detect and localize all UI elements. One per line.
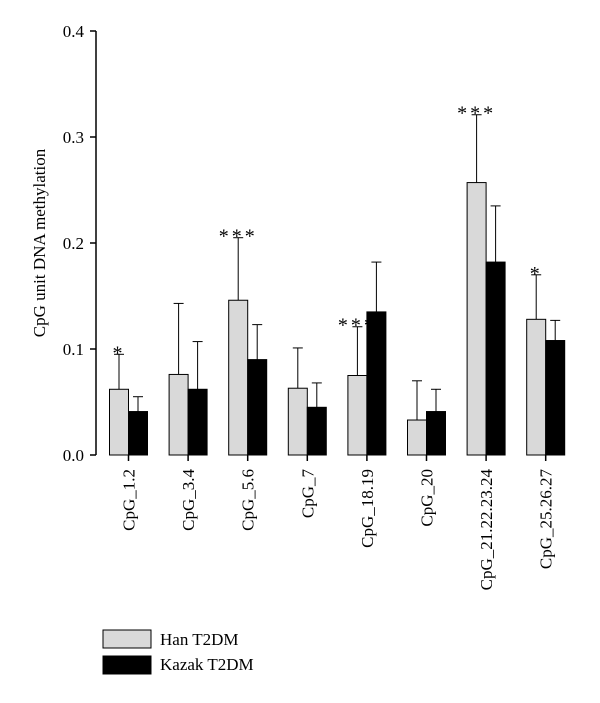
x-tick-label: CpG_25.26.27 (537, 469, 556, 570)
x-tick-label: CpG_1.2 (120, 469, 139, 531)
legend-label-kazak: Kazak T2DM (160, 655, 254, 674)
y-tick-label: 0.4 (63, 22, 85, 41)
y-tick-label: 0.1 (63, 340, 84, 359)
significance-marker: * (113, 342, 126, 364)
significance-marker: *** (457, 103, 496, 125)
bar-han-2 (168, 373, 189, 456)
x-tick-label: CpG_18.19 (358, 469, 377, 548)
bar-han-6 (407, 419, 427, 456)
y-tick-label: 0.2 (63, 234, 84, 253)
x-tick-label: CpG_3.4 (179, 469, 198, 531)
bar-han-4 (287, 387, 308, 456)
axes: 0.0 0.1 0.2 0.3 0.4 (63, 22, 547, 465)
legend-swatch-han (102, 629, 152, 649)
bar-han-8 (526, 318, 547, 456)
bar-han-3 (228, 299, 249, 456)
legend-swatch-kazak (102, 655, 152, 675)
legend-label-han: Han T2DM (160, 630, 239, 649)
bar-kazak-8 (545, 340, 566, 456)
labels: * CpG_1.2 CpG_3.4 *** CpG_5.6 CpG_7 *** CpG_18.… (113, 103, 556, 591)
significance-marker: * (530, 263, 543, 285)
bar-kazak-1 (128, 411, 148, 456)
bar-han-1 (109, 388, 129, 456)
y-tick-label: 0.0 (63, 446, 84, 465)
bar-kazak-4 (306, 406, 327, 456)
x-tick-label: CpG_7 (298, 469, 317, 519)
bar-kazak-3 (247, 359, 268, 456)
legend: Han T2DM Kazak T2DM (102, 629, 254, 675)
significance-marker: *** (219, 226, 258, 248)
significance-marker: *** (338, 315, 377, 337)
bar-kazak-7 (485, 261, 506, 456)
bar-kazak-2 (187, 388, 208, 456)
bar-han-5 (347, 375, 368, 456)
y-tick-label: 0.3 (63, 128, 84, 147)
x-tick-label: CpG_20 (418, 469, 437, 527)
y-axis-title: CpG unit DNA methylation (30, 148, 49, 337)
bars (109, 114, 566, 456)
bar-kazak-6 (426, 411, 446, 456)
x-tick-label: CpG_5.6 (239, 469, 258, 531)
bar-han-7 (466, 182, 487, 456)
x-tick-label: CpG_21.22.23.24 (477, 469, 496, 591)
